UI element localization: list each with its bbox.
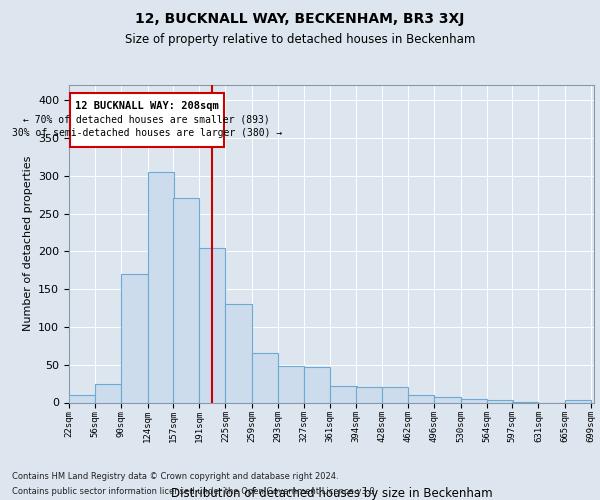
Bar [408,395,434,402]
Bar [382,388,408,402]
Bar [69,395,95,402]
Bar [95,384,121,402]
Text: Contains public sector information licensed under the Open Government Licence v3: Contains public sector information licen… [12,487,377,496]
X-axis label: Distribution of detached houses by size in Beckenham: Distribution of detached houses by size … [170,487,493,500]
Text: 12, BUCKNALL WAY, BECKENHAM, BR3 3XJ: 12, BUCKNALL WAY, BECKENHAM, BR3 3XJ [136,12,464,26]
Bar [121,274,148,402]
Bar [278,366,304,403]
Text: Contains HM Land Registry data © Crown copyright and database right 2024.: Contains HM Land Registry data © Crown c… [12,472,338,481]
Text: ← 70% of detached houses are smaller (893): ← 70% of detached houses are smaller (89… [23,115,270,125]
Bar [199,248,226,402]
Bar [148,172,174,402]
Text: Size of property relative to detached houses in Beckenham: Size of property relative to detached ho… [125,32,475,46]
Bar [70,92,224,147]
Bar [565,400,591,402]
Bar [331,386,356,402]
Y-axis label: Number of detached properties: Number of detached properties [23,156,32,332]
Bar [461,398,487,402]
Bar [226,304,252,402]
Text: 12 BUCKNALL WAY: 208sqm: 12 BUCKNALL WAY: 208sqm [75,101,219,111]
Bar [252,354,278,403]
Bar [304,367,331,402]
Text: 30% of semi-detached houses are larger (380) →: 30% of semi-detached houses are larger (… [12,128,282,138]
Bar [434,397,461,402]
Bar [173,198,199,402]
Bar [487,400,513,402]
Bar [356,388,382,402]
